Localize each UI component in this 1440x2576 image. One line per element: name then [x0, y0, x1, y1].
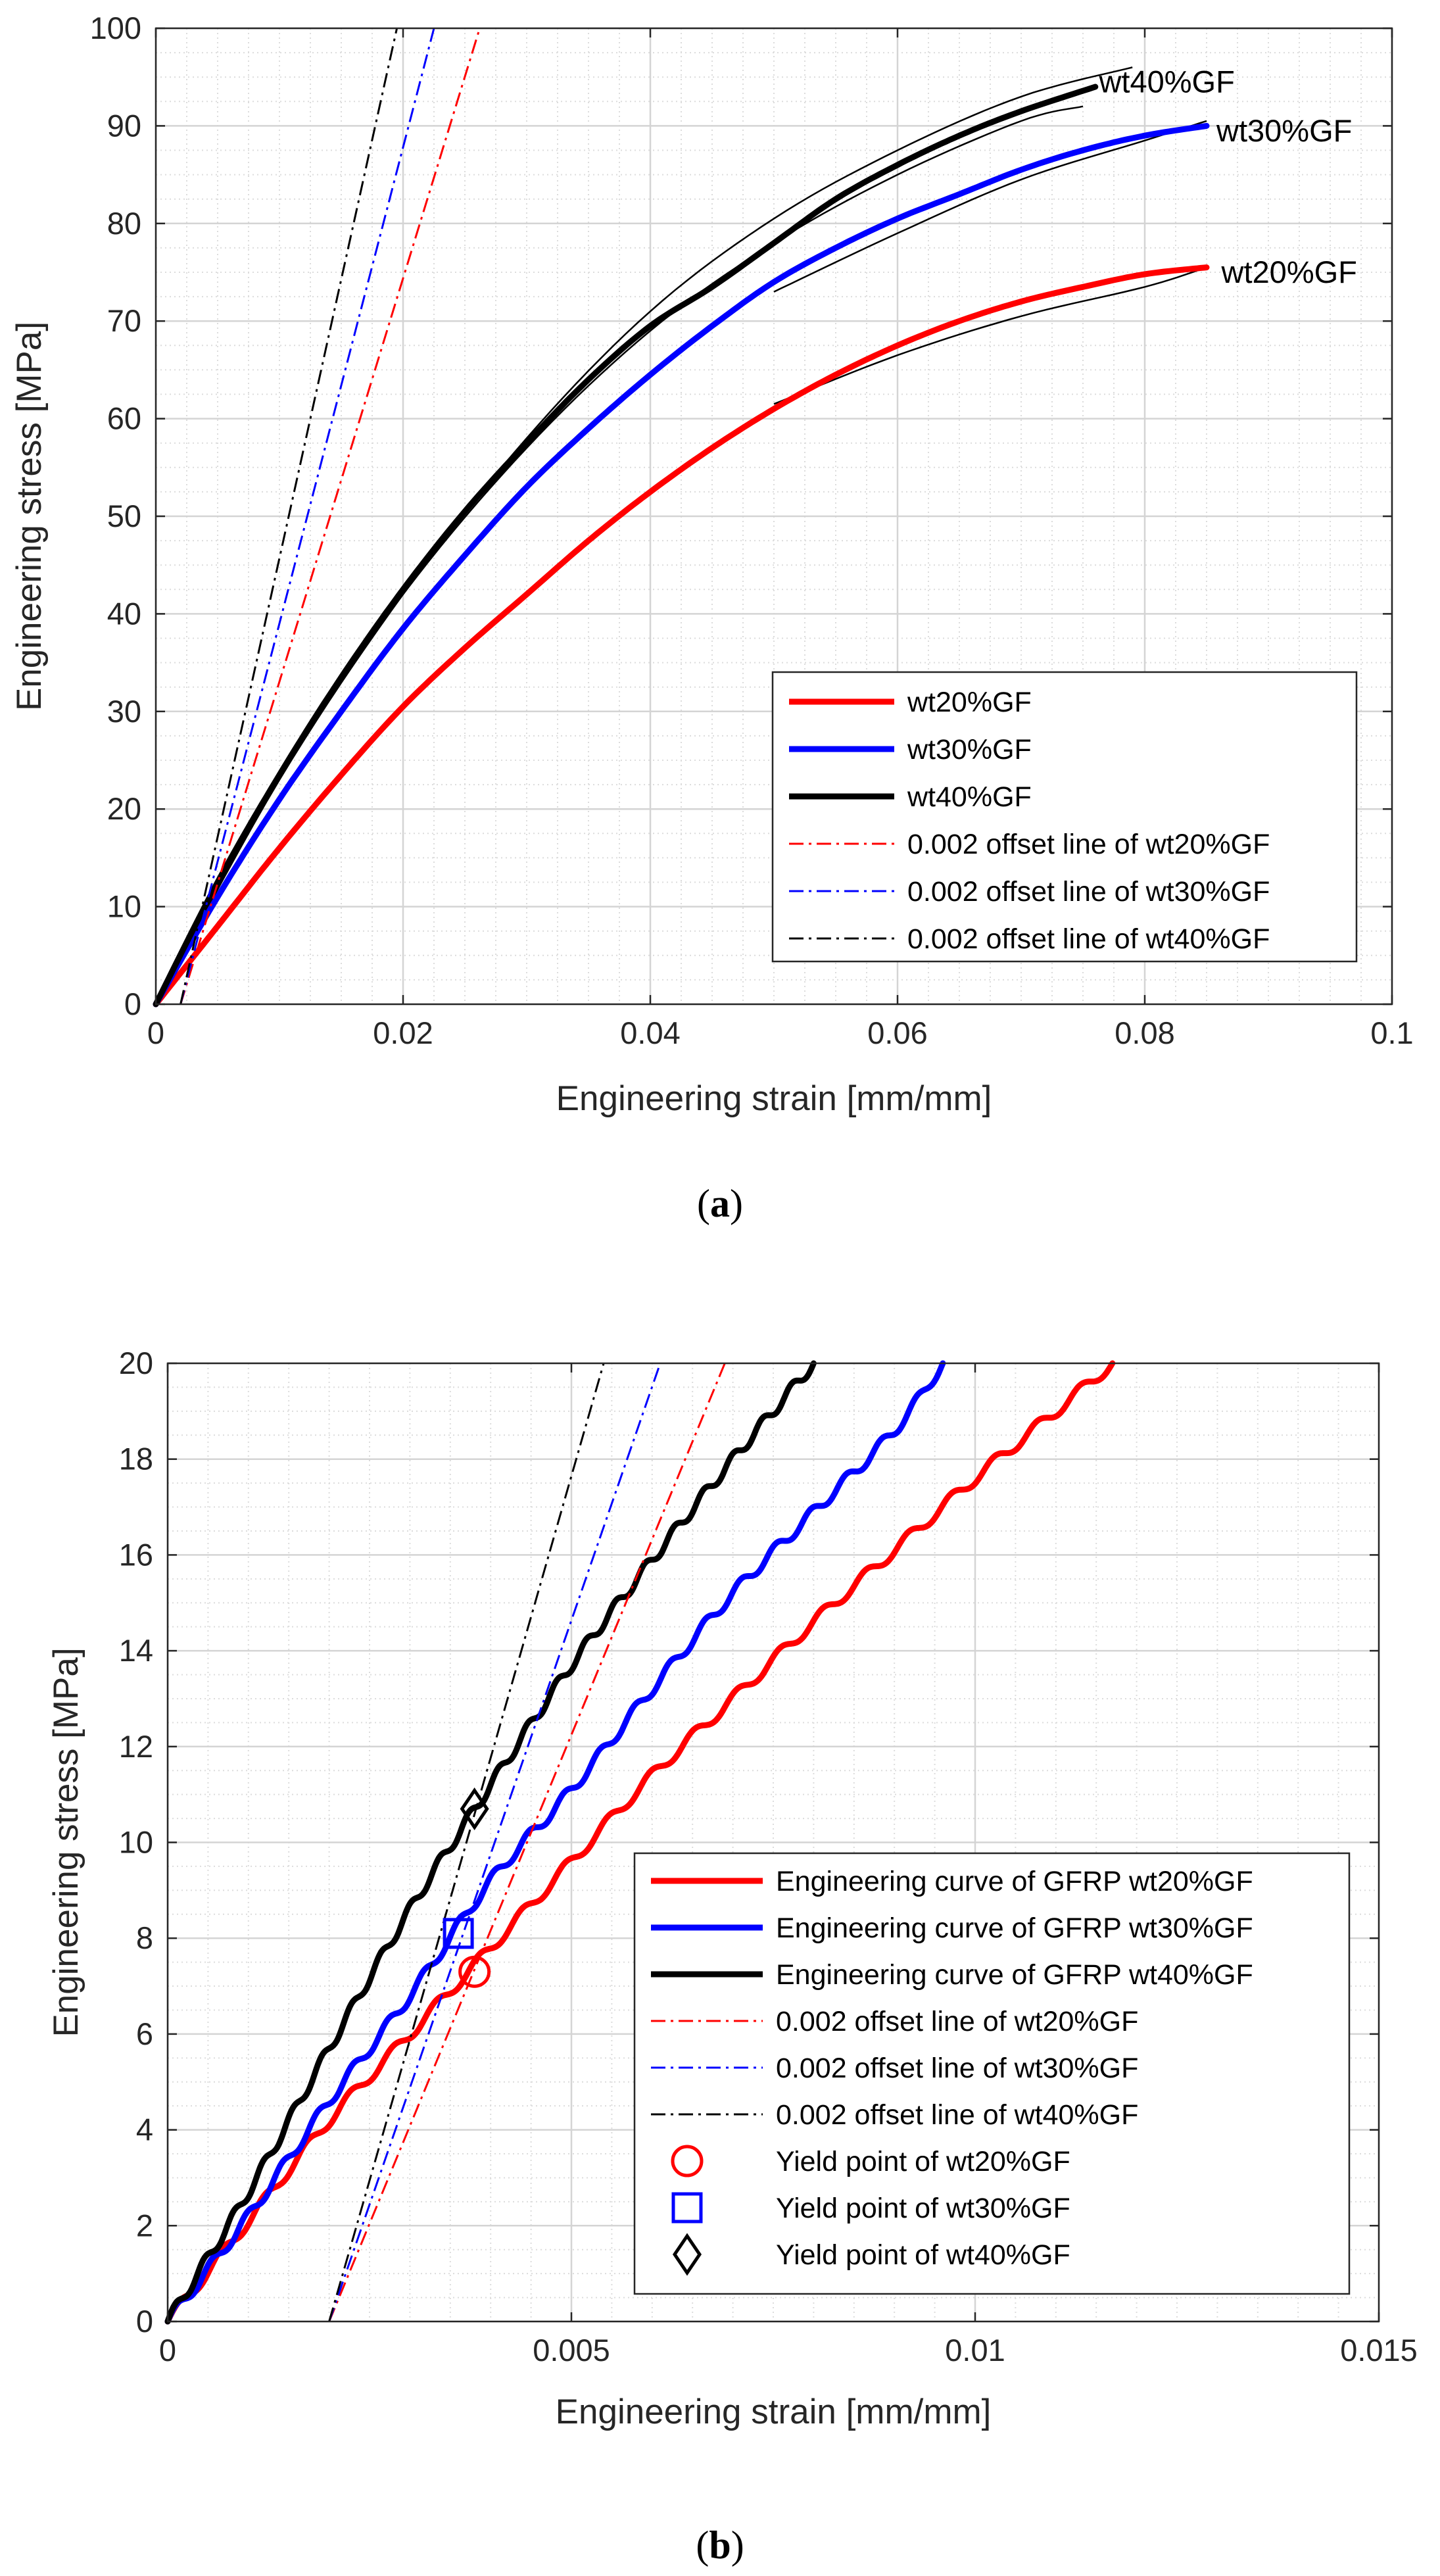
series-line-1	[153, 264, 1210, 1008]
y-tick-label: 8	[136, 1920, 153, 1955]
caption-b-label: b	[709, 2523, 731, 2567]
y-tick-label: 40	[107, 596, 141, 631]
replicate-curve	[773, 266, 1207, 405]
x-tick-label: 0.08	[1115, 1015, 1174, 1050]
legend-label: Engineering curve of GFRP wt20%GF	[776, 1866, 1253, 1897]
x-tick-label: 0.015	[1340, 2333, 1418, 2368]
legend-label: Yield point of wt20%GF	[776, 2146, 1070, 2177]
y-axis-label: Engineering stress [MPa]	[10, 322, 49, 711]
legend-swatch-marker	[672, 2233, 702, 2276]
y-tick-label: 80	[107, 206, 141, 241]
legend-label: 0.002 offset line of wt30%GF	[776, 2053, 1138, 2084]
legend-label: wt40%GF	[907, 781, 1032, 813]
offset-line-5	[328, 1363, 661, 2322]
offset-line-6	[328, 1363, 605, 2322]
y-tick-label: 20	[119, 1346, 153, 1380]
y-tick-label: 4	[136, 2112, 153, 2147]
legend: wt20%GF wt30%GF wt40%GF 0.002 offset line o…	[771, 671, 1358, 963]
series-line-1	[164, 1360, 1116, 2325]
y-tick-label: 10	[107, 889, 141, 924]
offset-line-4	[180, 28, 481, 1005]
series-line-3	[153, 84, 1099, 1008]
chart-panel-b: 0 0.005 0.01 0.015 0 2 4 6 8 10 12 14 16 18 20 Engineer…	[47, 1346, 1418, 2431]
legend-label: Engineering curve of GFRP wt40%GF	[776, 1959, 1253, 1991]
y-tick-label: 2	[136, 2208, 153, 2243]
y-tick-label: 10	[119, 1825, 153, 1860]
chart-panel-a: 0 0.02 0.04 0.06 0.08 0.1 0 10 20 30 40 50 60 70 80 90 1…	[10, 11, 1414, 1118]
legend-label: 0.002 offset line of wt40%GF	[907, 923, 1270, 955]
y-tick-label: 90	[107, 108, 141, 143]
y-tick-label: 30	[107, 694, 141, 729]
legend-swatch-marker	[671, 2192, 703, 2224]
x-tick-label: 0	[159, 2333, 176, 2368]
y-tick-label: 20	[107, 791, 141, 826]
y-tick-label: 70	[107, 303, 141, 338]
y-tick-label: 60	[107, 401, 141, 436]
x-tick-label: 0.02	[373, 1015, 433, 1050]
legend-label: 0.002 offset line of wt20%GF	[776, 2006, 1138, 2037]
x-tick-label: 0.06	[867, 1015, 927, 1050]
legend-label: 0.002 offset line of wt30%GF	[907, 876, 1270, 908]
y-tick-label: 18	[119, 1442, 153, 1476]
offset-line-4	[328, 1363, 726, 2322]
yield-marker-diamond	[460, 1787, 489, 1830]
series-line-2	[153, 122, 1210, 1008]
offset-line-5	[180, 28, 435, 1005]
y-tick-label: 14	[119, 1633, 153, 1668]
y-tick-label: 100	[90, 11, 141, 45]
offset-line-6	[180, 28, 398, 1005]
legend-label: Engineering curve of GFRP wt30%GF	[776, 1912, 1253, 1944]
x-axis-label: Engineering strain [mm/mm]	[556, 2393, 992, 2431]
y-tick-label: 6	[136, 2016, 153, 2051]
x-tick-label: 0.005	[533, 2333, 610, 2368]
y-tick-label: 50	[107, 498, 141, 533]
y-tick-label: 0	[136, 2304, 153, 2339]
legend-swatch-marker	[671, 2145, 704, 2177]
curve-annotation: wt30%GF	[1216, 113, 1352, 148]
caption-b: (b)	[696, 2523, 744, 2567]
caption-a-label: a	[710, 1182, 730, 1225]
yield-marker-square	[443, 1918, 474, 1949]
x-tick-label: 0.1	[1370, 1015, 1413, 1050]
curve-annotation: wt40%GF	[1098, 64, 1234, 99]
legend-label: 0.002 offset line of wt40%GF	[776, 2099, 1138, 2131]
y-tick-label: 16	[119, 1537, 153, 1572]
legend-label: Yield point of wt40%GF	[776, 2239, 1070, 2271]
y-tick-label: 0	[124, 986, 141, 1021]
legend-box	[771, 671, 1358, 963]
grid	[155, 27, 1393, 1006]
y-axis-label: Engineering stress [MPa]	[47, 1647, 85, 2037]
curve-annotation: wt20%GF	[1221, 255, 1357, 289]
x-tick-label: 0	[147, 1015, 164, 1050]
legend-label: wt30%GF	[907, 734, 1032, 766]
legend: Engineering curve of GFRP wt20%GF Enginee…	[633, 1852, 1351, 2295]
x-axis-label: Engineering strain [mm/mm]	[556, 1079, 992, 1118]
legend-label: 0.002 offset line of wt20%GF	[907, 829, 1270, 860]
series-line-3	[164, 1360, 817, 2325]
legend-label: Yield point of wt30%GF	[776, 2193, 1070, 2224]
y-tick-label: 12	[119, 1729, 153, 1764]
x-tick-label: 0.04	[620, 1015, 680, 1050]
caption-a: (a)	[697, 1182, 743, 1225]
series-line-2	[164, 1360, 946, 2325]
yield-marker-circle	[458, 1955, 491, 1988]
legend-label: wt20%GF	[907, 687, 1032, 718]
x-tick-label: 0.01	[945, 2333, 1005, 2368]
